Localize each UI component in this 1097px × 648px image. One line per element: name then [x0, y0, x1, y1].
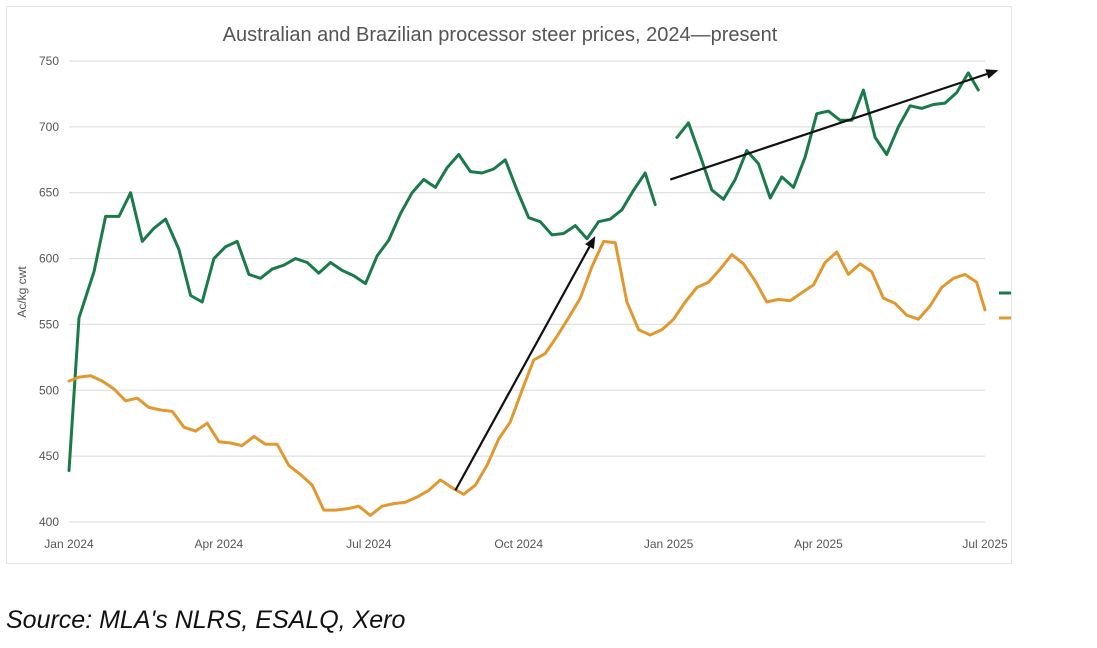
x-axis-ticks: Jan 2024 Apr 2024 Jul 2024 Oct 2024 Jan 2025…	[44, 537, 1008, 551]
gridlines	[69, 60, 985, 523]
series-line-australia	[675, 71, 980, 201]
y-tick-label: 650	[39, 186, 59, 200]
line-chart: Australian and Brazilian processor steer…	[15, 24, 1011, 551]
y-axis-label: Ac/kg cwt	[15, 266, 29, 318]
chart-frame: Australian and Brazilian processor steer…	[6, 6, 1012, 564]
trend-arrow	[454, 246, 591, 491]
series-lines	[67, 71, 987, 517]
trend-arrowhead	[985, 69, 999, 79]
x-tick-label: Jul 2025	[962, 537, 1008, 551]
y-tick-label: 450	[39, 449, 59, 463]
legend: AustraliaBrazil	[999, 291, 1011, 320]
source-caption: Source: MLA's NLRS, ESALQ, Xero	[6, 606, 406, 634]
y-tick-label: 550	[39, 317, 59, 331]
x-tick-label: Apr 2025	[794, 537, 843, 551]
x-tick-label: Jan 2024	[44, 537, 94, 551]
trend-arrow	[669, 72, 988, 181]
y-axis-ticks: 400 450 500 550 600 650 700 750	[39, 54, 59, 529]
series-line-brazil	[67, 239, 987, 517]
trend-arrowhead	[585, 236, 596, 250]
x-tick-label: Oct 2024	[494, 537, 543, 551]
trend-arrows	[454, 69, 999, 491]
y-tick-label: 750	[39, 54, 59, 68]
x-tick-label: Apr 2024	[195, 537, 244, 551]
y-tick-label: 600	[39, 252, 59, 266]
y-tick-label: 700	[39, 120, 59, 134]
x-tick-label: Jul 2024	[346, 537, 392, 551]
series-line-australia	[67, 153, 657, 473]
y-tick-label: 500	[39, 383, 59, 397]
chart-title: Australian and Brazilian processor steer…	[223, 24, 778, 46]
y-tick-label: 400	[39, 515, 59, 529]
x-tick-label: Jan 2025	[644, 537, 694, 551]
